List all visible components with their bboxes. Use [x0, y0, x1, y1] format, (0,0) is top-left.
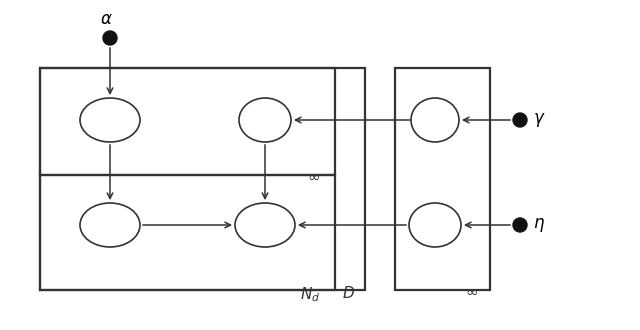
- Text: $\infty$: $\infty$: [465, 285, 478, 299]
- Ellipse shape: [239, 98, 291, 142]
- Ellipse shape: [411, 98, 459, 142]
- Text: $v_k$: $v_k$: [427, 113, 443, 127]
- Bar: [40, 175, 335, 290]
- Bar: [395, 68, 490, 290]
- Text: $\gamma$: $\gamma$: [533, 111, 545, 129]
- Text: $\pi_{di}$: $\pi_{di}$: [100, 113, 120, 127]
- Bar: [40, 68, 365, 290]
- Text: $N_d$: $N_d$: [300, 285, 320, 304]
- Text: $z_{dn}$: $z_{dn}$: [99, 218, 120, 232]
- Text: $c_{di}$: $c_{di}$: [256, 113, 274, 127]
- Ellipse shape: [409, 203, 461, 247]
- Circle shape: [103, 31, 117, 45]
- Text: $\eta$: $\eta$: [533, 216, 545, 234]
- Ellipse shape: [80, 203, 140, 247]
- Text: $\alpha$: $\alpha$: [100, 11, 113, 28]
- Text: $\infty$: $\infty$: [307, 170, 320, 184]
- Text: $w_{dn}$: $w_{dn}$: [253, 218, 278, 232]
- Circle shape: [513, 113, 527, 127]
- Ellipse shape: [235, 203, 295, 247]
- Text: $\phi_k$: $\phi_k$: [426, 216, 444, 234]
- Bar: [40, 68, 335, 175]
- Text: $D$: $D$: [342, 285, 355, 301]
- Ellipse shape: [80, 98, 140, 142]
- Circle shape: [513, 218, 527, 232]
